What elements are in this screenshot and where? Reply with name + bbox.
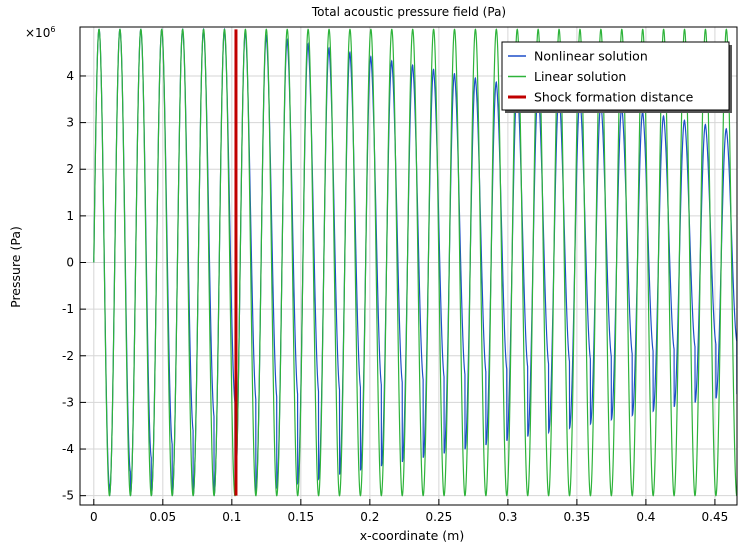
x-tick-label: 0.2 [360, 510, 379, 524]
y-tick-label: -3 [62, 395, 74, 409]
y-multiplier-base: ×10 [25, 26, 50, 40]
y-multiplier-exponent: 6 [50, 25, 55, 34]
x-tick-label: 0.25 [426, 510, 453, 524]
y-tick-label: -2 [62, 349, 74, 363]
y-tick-label: -5 [62, 489, 74, 503]
y-tick-label: 0 [66, 256, 74, 270]
x-tick-label: 0.15 [287, 510, 314, 524]
x-tick-label: 0.3 [498, 510, 517, 524]
x-tick-label: 0 [90, 510, 98, 524]
legend-label: Linear solution [534, 69, 626, 84]
series-layer [93, 27, 738, 497]
y-tick-label: 1 [66, 209, 74, 223]
x-axis-title: x-coordinate (m) [360, 528, 464, 543]
y-axis-multiplier: ×106 [25, 25, 55, 40]
y-tick-label: 4 [66, 69, 74, 83]
x-tick-label: 0.05 [149, 510, 176, 524]
y-tick-label: 3 [66, 116, 74, 130]
y-tick-label: -4 [62, 442, 74, 456]
series-linear-solution [93, 28, 738, 497]
legend-label: Shock formation distance [534, 90, 694, 105]
x-tick-label: 0.45 [702, 510, 729, 524]
axes-frame [79, 26, 738, 506]
legend-label: Nonlinear solution [534, 49, 648, 64]
x-tick-label: 0.4 [636, 510, 655, 524]
legend: Nonlinear solution Linear solution Shock f… [501, 41, 732, 113]
axes: 0 0.05 0.1 0.15 0.2 0.25 0.3 0.35 0.4 0.45 4 3 2 1 0 -1… [62, 26, 738, 524]
chart-title: Total acoustic pressure field (Pa) [311, 5, 506, 19]
y-axis-title: Pressure (Pa) [8, 226, 23, 308]
x-tick-label: 0.35 [564, 510, 591, 524]
x-tick-label: 0.1 [222, 510, 241, 524]
legend-box [501, 41, 730, 111]
y-tick-label: 2 [66, 162, 74, 176]
y-tick-label: -1 [62, 302, 74, 316]
